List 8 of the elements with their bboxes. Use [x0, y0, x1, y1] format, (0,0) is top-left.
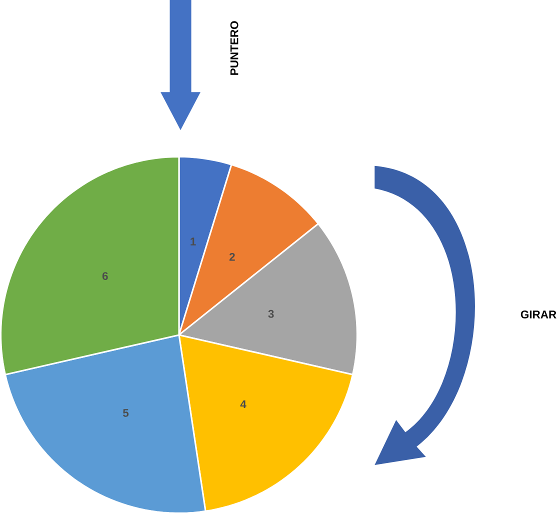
text: GIRAR [520, 310, 556, 318]
text: PUNTERO [230, 21, 238, 75]
slice-label: 2 [229, 253, 235, 261]
slice-label: 5 [122, 409, 129, 417]
slice-label: 3 [268, 310, 274, 318]
slice-label: 1 [190, 238, 196, 246]
slice-label: 4 [240, 400, 246, 408]
slice-label: 6 [102, 272, 108, 280]
